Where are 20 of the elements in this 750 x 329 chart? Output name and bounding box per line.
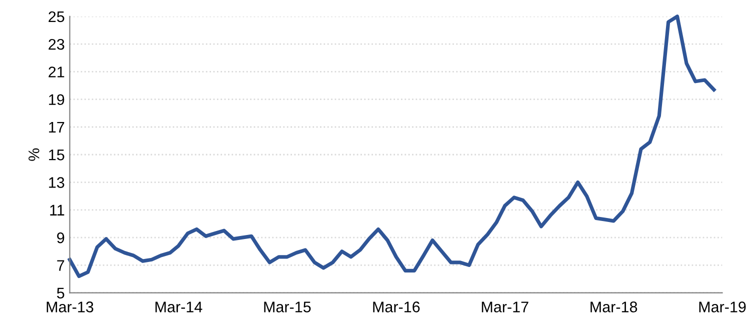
y-axis-title: % <box>28 148 40 161</box>
y-tick-label: 5 <box>57 288 64 298</box>
x-tick-label: Mar-19 <box>699 302 746 312</box>
x-tick-label: Mar-18 <box>590 302 638 312</box>
y-tick-label: 13 <box>49 177 64 188</box>
y-tick-label: 15 <box>49 150 64 160</box>
y-tick-label: 17 <box>49 122 64 133</box>
y-tick-label: 19 <box>49 94 64 106</box>
y-tick-label: 11 <box>50 204 64 216</box>
y-tick-label: 25 <box>48 11 64 22</box>
y-tick-label: 9 <box>57 232 64 244</box>
y-tick-label: 21 <box>48 66 64 78</box>
line-series <box>68 14 716 278</box>
x-tick-label: Mar-13 <box>46 302 94 312</box>
x-tick-label: Mar-16 <box>373 302 420 312</box>
x-tick-label: Mar-17 <box>482 302 528 312</box>
y-tick-label: 23 <box>48 38 64 50</box>
x-tick-label: Mar-15 <box>264 302 311 312</box>
y-tick-label: 7 <box>57 260 64 271</box>
x-tick-label: Mar-14 <box>156 302 202 312</box>
